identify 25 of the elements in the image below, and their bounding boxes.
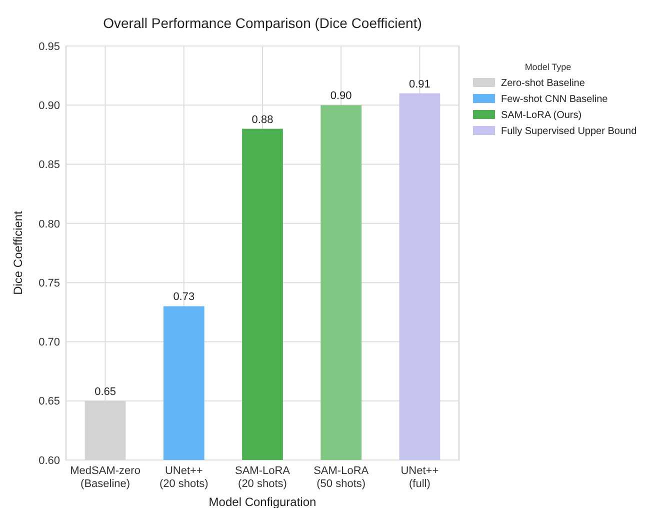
data-label: 0.91	[408, 78, 430, 90]
legend-label: Few-shot CNN Baseline	[501, 94, 608, 105]
legend-label: SAM-LoRA (Ours)	[501, 110, 582, 121]
legend-title: Model Type	[524, 62, 572, 72]
x-tick-label: MedSAM-zero (Baseline)	[70, 465, 140, 490]
y-tick-label: 0.90	[38, 100, 60, 112]
y-tick-label: 0.65	[38, 396, 60, 408]
data-label: 0.90	[330, 90, 352, 102]
x-tick-label: UNet++ (full)	[400, 465, 439, 490]
y-tick-label: 0.75	[38, 277, 60, 290]
y-tick-label: 0.80	[38, 218, 60, 230]
legend-label: Fully Supervised Upper Bound	[501, 126, 637, 137]
y-tick-label: 0.95	[38, 40, 60, 53]
y-axis-title: Dice Coefficient	[11, 210, 25, 295]
x-tick-label: SAM-LoRA (50 shots)	[314, 465, 370, 490]
data-label: 0.73	[173, 291, 195, 304]
y-tick-label: 0.85	[38, 159, 60, 172]
legend-label: Zero-shot Baseline	[501, 78, 586, 89]
x-tick-label: SAM-LoRA (20 shots)	[234, 465, 291, 490]
x-tick-label: UNet++ (20 shots)	[159, 465, 208, 490]
y-tick-label: 0.70	[38, 336, 60, 349]
data-label: 0.65	[94, 386, 116, 398]
chart-title: Overall Performance Comparison (Dice Coefficient)	[103, 15, 422, 31]
data-label: 0.88	[252, 114, 274, 126]
y-tick-label: 0.60	[38, 454, 60, 467]
